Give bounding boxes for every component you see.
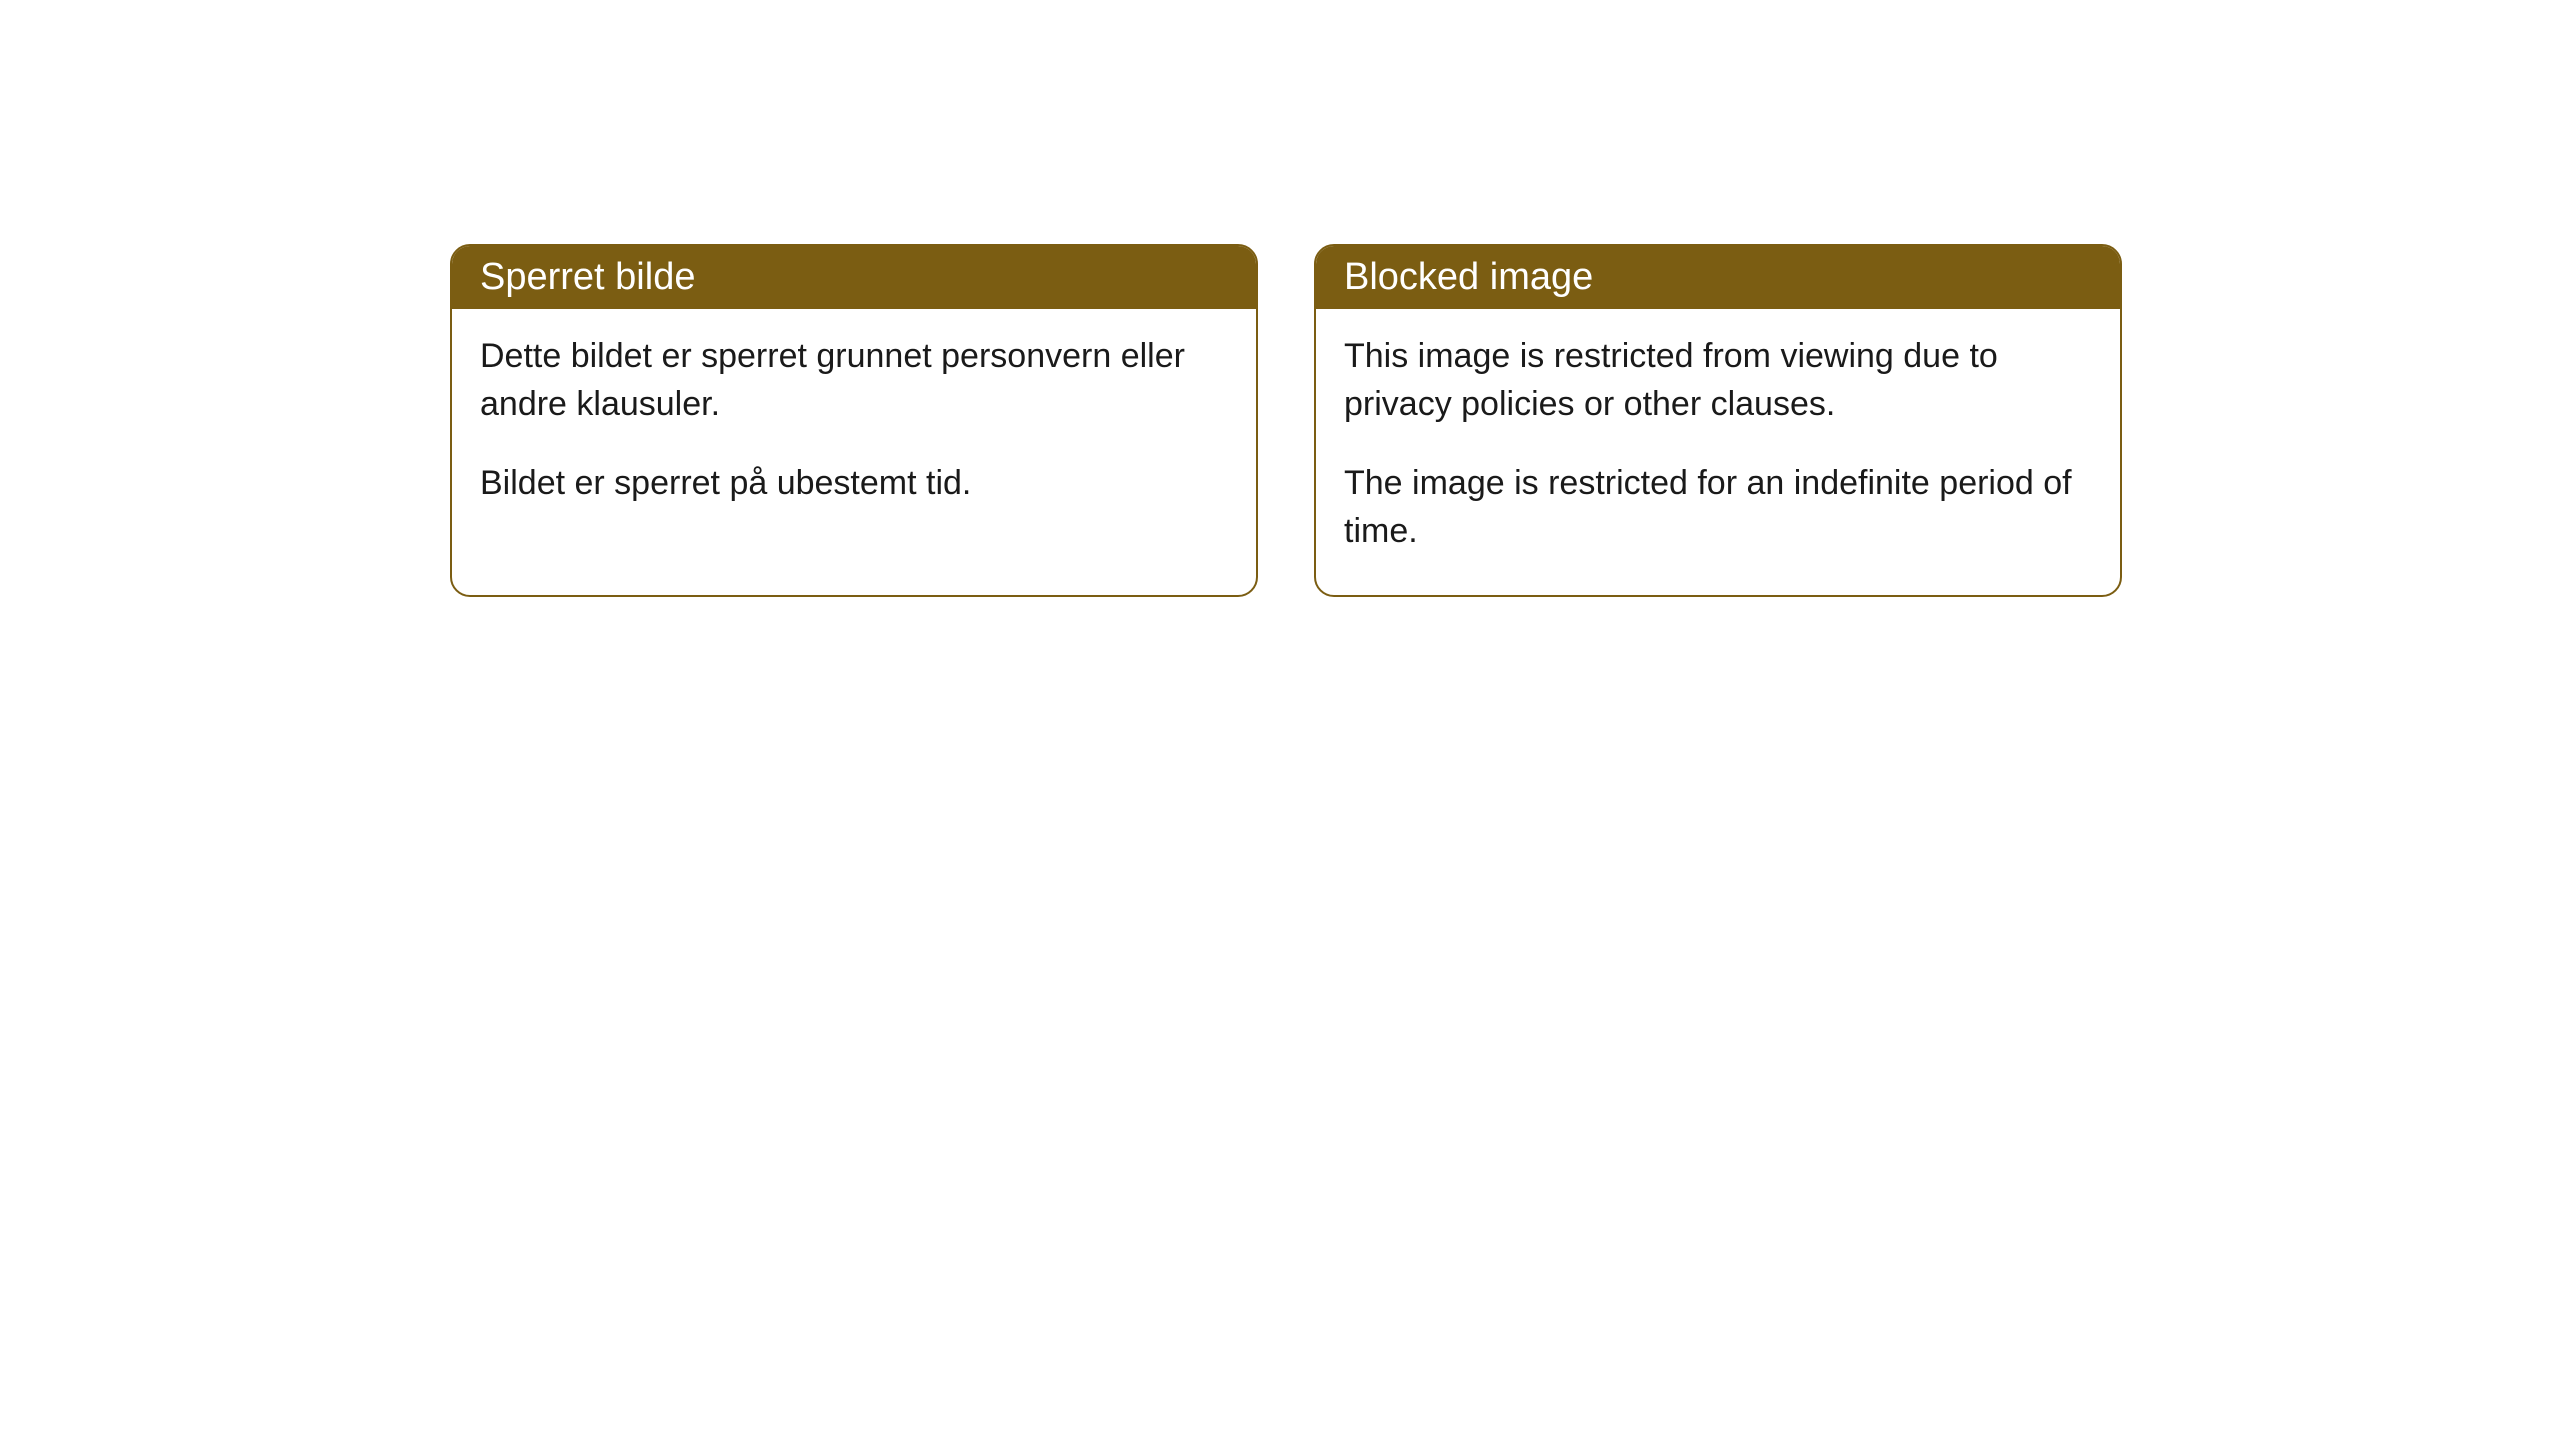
card-paragraph: The image is restricted for an indefinit… [1344, 460, 2092, 555]
card-body: This image is restricted from viewing du… [1316, 309, 2120, 595]
card-paragraph: Dette bildet er sperret grunnet personve… [480, 333, 1228, 428]
card-header: Blocked image [1316, 246, 2120, 309]
card-title: Sperret bilde [480, 256, 695, 298]
card-header: Sperret bilde [452, 246, 1256, 309]
card-body: Dette bildet er sperret grunnet personve… [452, 309, 1256, 548]
card-title: Blocked image [1344, 256, 1593, 298]
card-paragraph: This image is restricted from viewing du… [1344, 333, 2092, 428]
blocked-image-card-english: Blocked image This image is restricted f… [1314, 244, 2122, 597]
card-paragraph: Bildet er sperret på ubestemt tid. [480, 460, 1228, 508]
blocked-image-card-norwegian: Sperret bilde Dette bildet er sperret gr… [450, 244, 1258, 597]
message-cards-container: Sperret bilde Dette bildet er sperret gr… [450, 244, 2122, 597]
